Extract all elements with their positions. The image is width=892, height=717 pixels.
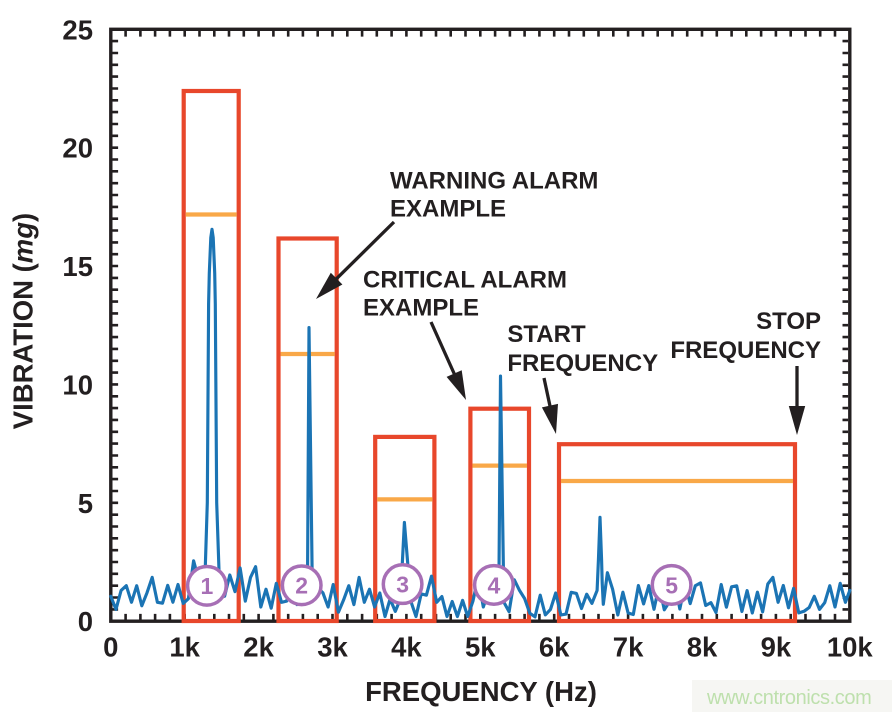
svg-text:CRITICAL ALARM: CRITICAL ALARM	[363, 267, 567, 294]
svg-text:START: START	[507, 321, 586, 348]
svg-text:0: 0	[78, 606, 93, 637]
svg-text:1k: 1k	[169, 632, 200, 663]
svg-text:10: 10	[62, 369, 93, 400]
svg-text:4: 4	[488, 572, 501, 598]
svg-text:15: 15	[62, 251, 93, 282]
svg-text:0: 0	[103, 632, 118, 663]
svg-text:5k: 5k	[465, 632, 496, 663]
svg-text:6k: 6k	[539, 632, 570, 663]
svg-text:STOP: STOP	[756, 308, 821, 335]
svg-text:VIBRATION (mg): VIBRATION (mg)	[7, 213, 38, 429]
svg-text:EXAMPLE: EXAMPLE	[390, 196, 506, 223]
svg-text:5: 5	[665, 572, 678, 598]
svg-text:3: 3	[396, 572, 409, 598]
svg-text:1: 1	[201, 573, 214, 599]
svg-text:2: 2	[295, 573, 308, 599]
svg-text:WARNING ALARM: WARNING ALARM	[390, 168, 598, 195]
svg-text:9k: 9k	[761, 632, 792, 663]
svg-text:FREQUENCY: FREQUENCY	[507, 350, 658, 377]
svg-text:10k: 10k	[827, 632, 874, 663]
svg-text:25: 25	[62, 14, 93, 45]
svg-text:www.cntronics.com: www.cntronics.com	[706, 687, 871, 709]
svg-text:4k: 4k	[391, 632, 422, 663]
svg-text:5: 5	[78, 488, 93, 519]
svg-text:FREQUENCY (Hz): FREQUENCY (Hz)	[365, 676, 597, 707]
svg-text:7k: 7k	[613, 632, 644, 663]
svg-text:8k: 8k	[687, 632, 718, 663]
svg-text:FREQUENCY: FREQUENCY	[670, 337, 821, 364]
svg-text:3k: 3k	[317, 632, 348, 663]
svg-text:20: 20	[62, 133, 93, 164]
svg-text:2k: 2k	[243, 632, 274, 663]
svg-text:EXAMPLE: EXAMPLE	[363, 295, 479, 322]
